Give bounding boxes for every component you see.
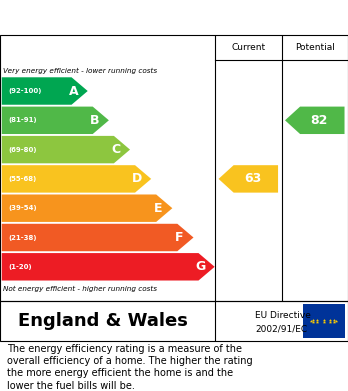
Text: 63: 63 (244, 172, 261, 185)
Text: A: A (69, 84, 78, 97)
Text: (1-20): (1-20) (9, 264, 32, 270)
Polygon shape (2, 224, 193, 251)
Polygon shape (2, 77, 88, 105)
Text: Not energy efficient - higher running costs: Not energy efficient - higher running co… (3, 286, 158, 292)
Text: (92-100): (92-100) (9, 88, 42, 94)
Text: 2002/91/EC: 2002/91/EC (255, 325, 307, 334)
Polygon shape (2, 194, 172, 222)
Text: (21-38): (21-38) (9, 235, 37, 240)
Text: The energy efficiency rating is a measure of the: The energy efficiency rating is a measur… (7, 344, 242, 353)
Text: E: E (154, 202, 162, 215)
Text: Very energy efficient - lower running costs: Very energy efficient - lower running co… (3, 68, 158, 74)
Text: 82: 82 (311, 114, 328, 127)
Text: Current: Current (231, 43, 266, 52)
Polygon shape (285, 107, 345, 134)
Polygon shape (219, 165, 278, 193)
Text: (55-68): (55-68) (9, 176, 37, 182)
Text: C: C (111, 143, 120, 156)
Text: Energy Efficiency Rating: Energy Efficiency Rating (10, 10, 220, 25)
Polygon shape (2, 165, 151, 193)
Text: D: D (132, 172, 142, 185)
Text: (39-54): (39-54) (9, 205, 37, 211)
Polygon shape (2, 253, 215, 280)
Bar (303, 304, 345, 338)
Text: G: G (195, 260, 205, 273)
Text: (81-91): (81-91) (9, 117, 37, 123)
Text: F: F (175, 231, 183, 244)
Polygon shape (2, 107, 109, 134)
Text: overall efficiency of a home. The higher the rating: overall efficiency of a home. The higher… (7, 356, 253, 366)
Text: the more energy efficient the home is and the: the more energy efficient the home is an… (7, 368, 233, 378)
Text: lower the fuel bills will be.: lower the fuel bills will be. (7, 381, 135, 391)
Polygon shape (2, 136, 130, 163)
Text: England & Wales: England & Wales (18, 312, 188, 330)
Text: EU Directive: EU Directive (255, 310, 311, 319)
Text: Potential: Potential (295, 43, 335, 52)
Text: B: B (90, 114, 99, 127)
Text: (69-80): (69-80) (9, 147, 37, 152)
